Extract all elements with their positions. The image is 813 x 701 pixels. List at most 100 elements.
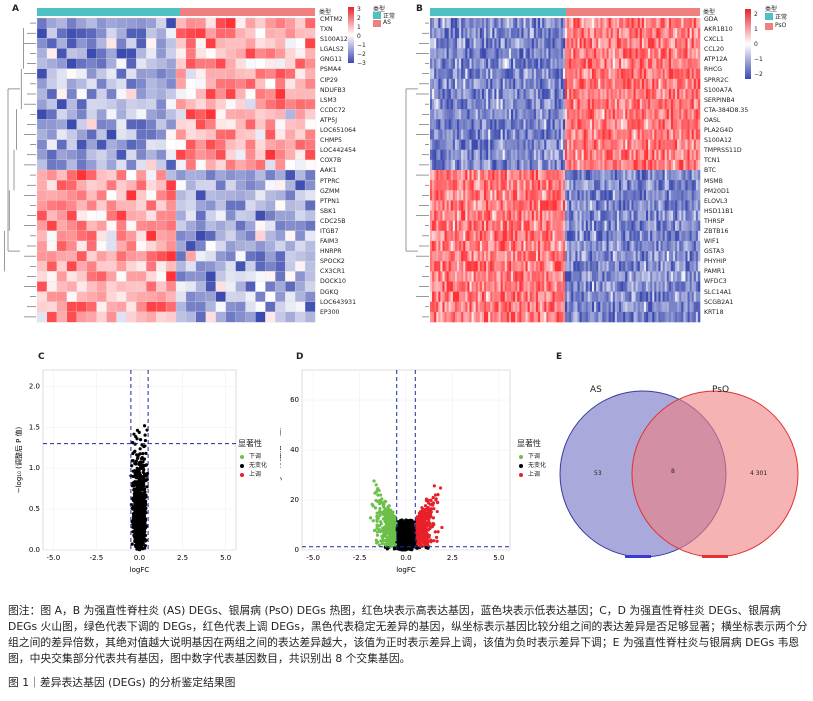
panel-b-legend-swatch-normal <box>765 13 773 20</box>
volcD-point <box>404 532 408 536</box>
panel-b-gene-1: AKR1B10 <box>704 26 733 34</box>
volcC-point <box>138 481 142 485</box>
volcD-point <box>375 515 379 519</box>
volcC-xtick-4: 5.0 <box>220 554 231 562</box>
volcC-point <box>134 515 138 519</box>
volcC-point <box>132 507 136 511</box>
volcD-point <box>392 533 396 537</box>
volcD-point <box>415 527 419 531</box>
panel-b-gene-13: TMPRSS11D <box>704 147 742 155</box>
panel-b-scale-tick-2: 0 <box>754 41 758 48</box>
volcD-point <box>375 511 379 515</box>
volcC-point <box>134 519 139 523</box>
volcD-point <box>433 530 437 534</box>
volcD-point <box>377 543 381 547</box>
panel-a-gene-27: DGKQ <box>320 288 339 296</box>
panel-d-legend-item-0: 下调 <box>519 452 546 461</box>
volcC-point <box>133 461 137 466</box>
panel-a-legend-as: AS <box>383 19 391 26</box>
panel-d-legend-label-1: 无变化 <box>528 462 547 469</box>
volcD-point <box>400 529 405 534</box>
panel-a-scale-tick-5: −2 <box>357 51 366 58</box>
panel-a-gene-4: GNG11 <box>320 56 343 64</box>
volcC-point <box>145 485 149 489</box>
volcD-ytick-2: 40 <box>290 446 299 454</box>
volcC-point <box>134 434 138 439</box>
panel-a-gene-1: TXN <box>320 26 333 34</box>
volcD-point <box>390 513 394 517</box>
panel-b-gene-24: PHYHIP <box>704 258 727 266</box>
volcC-point <box>142 534 146 538</box>
panel-c-label: C <box>38 352 45 362</box>
volcC-point <box>141 508 145 512</box>
volcC-point <box>138 491 143 495</box>
volcD-point <box>406 537 410 541</box>
volcC-point <box>142 444 146 449</box>
volcC-point <box>138 438 143 442</box>
volcD-point <box>399 543 403 547</box>
panel-c-legend-item-1: 无变化 <box>240 461 267 470</box>
panel-c-legend-label-2: 上调 <box>249 471 262 478</box>
volcD-point <box>391 535 395 540</box>
volcC-point <box>136 537 140 541</box>
volcD-point <box>373 506 378 510</box>
panel-a-gene-6: CIP29 <box>320 76 338 84</box>
volcC-point <box>141 470 145 474</box>
panel-a-color-scale <box>348 7 354 63</box>
volcC-point <box>138 535 142 539</box>
panel-b-gene-15: BTC <box>704 167 716 175</box>
volcC-point <box>139 457 144 461</box>
panel-a-gene-25: CX3CR1 <box>320 268 346 276</box>
volcC-point <box>137 515 141 519</box>
figure-title: 图 1｜差异表达基因 (DEGs) 的分析鉴定结果图 <box>8 676 236 689</box>
panel-b-gene-list: GDA AKR1B10 CXCL1 CCL20 ATP12A RHCG SPRR2C S100… <box>704 15 748 318</box>
volcD-ytick-1: 20 <box>290 496 299 504</box>
volcC-point <box>137 462 141 466</box>
panel-a-scale-tick-3: 0 <box>357 33 361 40</box>
panel-d-legend-dot-2 <box>519 472 523 477</box>
volcC-point <box>136 512 141 516</box>
volcD-point <box>397 538 401 542</box>
panel-a-gene-23: HNRPR <box>320 248 342 256</box>
volcC-ytick-0: 0.0 <box>29 546 40 554</box>
panel-b-gene-6: SPRR2C <box>704 76 729 84</box>
panel-b-gene-20: THRSP <box>704 217 725 225</box>
volcC-point <box>130 459 134 463</box>
volcD-point <box>434 535 439 539</box>
panel-b-gene-21: ZBTB16 <box>704 227 729 235</box>
volcD-point <box>390 518 394 522</box>
volcD-point <box>383 526 387 530</box>
volcD-point <box>380 510 384 514</box>
panel-b-scale-tick-1: 1 <box>754 26 758 33</box>
panel-d-legend-label-2: 上调 <box>528 471 541 478</box>
volcD-point <box>375 533 380 537</box>
panel-b-gene-19: HSD11B1 <box>704 207 734 215</box>
volcD-point <box>408 540 412 544</box>
volcD-point <box>438 486 443 490</box>
volcD-point <box>415 524 419 528</box>
volcC-point <box>138 447 142 451</box>
volcD-point <box>375 530 380 534</box>
panel-b-gene-5: RHCG <box>704 66 723 74</box>
panel-a-dendrogram <box>4 22 36 318</box>
panel-d-legend-dot-0 <box>519 454 523 459</box>
volcD-point <box>419 521 424 525</box>
panel-b-col-header: 类型 <box>703 9 716 16</box>
panel-c-legend: 下调 无变化 上调 <box>240 452 267 479</box>
volcD-point <box>432 507 436 511</box>
volcC-point <box>133 526 138 531</box>
volcC-point <box>133 494 137 498</box>
volcC-point <box>137 496 141 501</box>
volcC-point <box>134 475 138 479</box>
volcC-point <box>131 440 135 445</box>
volcC-point <box>142 487 147 491</box>
volcD-point <box>388 516 393 520</box>
panel-d-legend: 下调 无变化上调 <box>519 452 546 479</box>
panel-a-scale-tick-2: 1 <box>357 24 361 31</box>
panel-b-gene-28: SCGB2A1 <box>704 298 734 306</box>
volcC-point <box>131 474 135 479</box>
panel-c-legend-item-2: 上调 <box>240 470 267 479</box>
panel-b-gene-29: KRT18 <box>704 308 724 316</box>
volcD-point <box>432 539 436 543</box>
panel-b-heatmap <box>405 8 701 323</box>
